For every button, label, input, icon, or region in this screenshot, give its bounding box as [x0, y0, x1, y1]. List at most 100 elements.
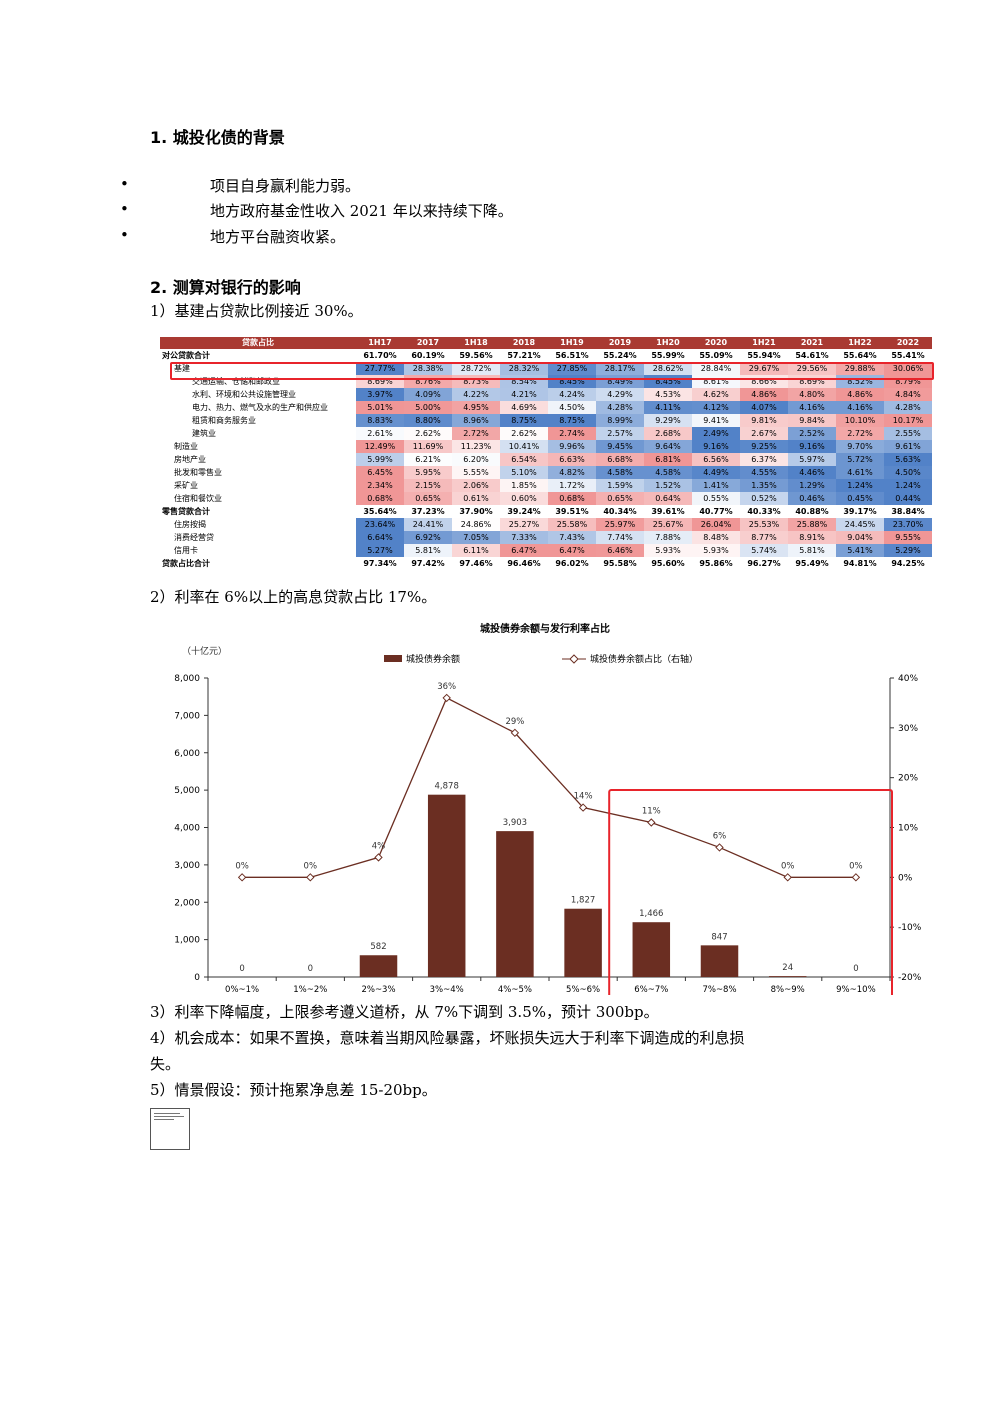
bullet-dot-icon: •: [120, 226, 129, 244]
table-header-cell: 2021: [788, 337, 836, 349]
table-cell: 38.84%: [891, 506, 925, 516]
table-cell: 1.24%: [836, 479, 884, 492]
table-cell: 2.74%: [548, 427, 596, 440]
loan-ratio-table: 贷款占比 1H17 2017 1H18 2018 1H19 2019 1H20 2020 1H21…: [160, 337, 932, 569]
line-marker: [510, 728, 520, 738]
table-cell: 95.60%: [651, 558, 685, 568]
y-tick-label-left: 4,000: [174, 824, 200, 834]
row-label: 房地产业: [174, 454, 206, 464]
section2-heading: 2. 测算对银行的影响: [150, 278, 301, 297]
table-cell: 8.83%: [356, 414, 404, 427]
table-cell: 6.56%: [692, 453, 740, 466]
table-cell: 9.25%: [740, 440, 788, 453]
table-cell: 5.81%: [404, 544, 452, 557]
row-label: 对公贷款合计: [162, 350, 210, 360]
table-cell: 4.07%: [740, 401, 788, 414]
table-row: 批发和零售业 6.45% 5.95% 5.55% 5.10% 4.82% 4.58% 4.58…: [160, 466, 932, 479]
table-cell: 8.91%: [788, 531, 836, 544]
table-cell: 4.16%: [836, 401, 884, 414]
table-cell: 5.74%: [740, 544, 788, 557]
table-cell: 4.16%: [788, 401, 836, 414]
table-cell: 40.34%: [603, 506, 637, 516]
table-cell: 2.15%: [404, 479, 452, 492]
table-cell: 96.02%: [555, 558, 589, 568]
bar-data-label: 1,466: [639, 909, 663, 919]
y-tick-label-right: 30%: [898, 724, 918, 734]
table-cell: 39.61%: [651, 506, 685, 516]
table-row: 消费经营贷 6.64% 6.92% 7.05% 7.33% 7.43% 7.74% 7.88%…: [160, 531, 932, 544]
table-row: 电力、热力、燃气及水的生产和供应业 5.01% 5.00% 4.95% 4.69% 4.5…: [160, 401, 932, 414]
table-cell: 8.80%: [404, 414, 452, 427]
bullet-text: 地方政府基金性收入 2021 年以来持续下降。: [210, 202, 513, 220]
table-cell: 4.58%: [596, 466, 644, 479]
table-cell: 60.19%: [411, 350, 445, 360]
row-label: 采矿业: [174, 480, 198, 490]
table-cell: 54.61%: [795, 350, 829, 360]
bar-data-label: 0: [853, 964, 858, 974]
table-cell: 1.35%: [740, 479, 788, 492]
table-cell: 8.99%: [596, 414, 644, 427]
line-marker: [237, 873, 247, 882]
table-cell: 10.10%: [836, 414, 884, 427]
table-row: 住房按揭 23.64% 24.41% 24.86% 25.27% 25.58% 25.97%…: [160, 518, 932, 531]
table-cell: 6.45%: [356, 466, 404, 479]
x-tick-label: 9%~10%: [836, 985, 876, 995]
row-label: 租赁和商务服务业: [192, 415, 256, 425]
bullet-text: 项目自身赢利能力弱。: [210, 177, 361, 195]
paragraph: 5）情景假设：预计拖累净息差 15-20bp。: [150, 1081, 437, 1099]
x-tick-label: 4%~5%: [498, 985, 532, 995]
table-cell: 40.88%: [795, 506, 829, 516]
x-tick-label: 3%~4%: [430, 985, 464, 995]
table-cell: 2.62%: [500, 427, 548, 440]
table-header-cell: 2018: [500, 337, 548, 349]
table-cell: 0.52%: [740, 492, 788, 505]
loan-table: 贷款占比 1H17 2017 1H18 2018 1H19 2019 1H20 2020 1H21…: [160, 337, 932, 570]
table-cell: 7.88%: [644, 531, 692, 544]
table-cell: 9.61%: [884, 440, 932, 453]
table-row: 制造业 12.49% 11.69% 11.23% 10.41% 9.96% 9.45% 9.6…: [160, 440, 932, 453]
table-cell: 9.45%: [596, 440, 644, 453]
table-cell: 2.34%: [356, 479, 404, 492]
bar: [768, 976, 807, 977]
bullet-text: 地方平台融资收紧。: [210, 228, 346, 246]
table-cell: 6.37%: [740, 453, 788, 466]
bar: [564, 908, 602, 977]
table-header-cell: 2017: [404, 337, 452, 349]
bullet-dot-icon: •: [120, 200, 129, 218]
table-cell: 0.44%: [884, 492, 932, 505]
table-cell: 9.64%: [644, 440, 692, 453]
table-cell: 4.21%: [500, 388, 548, 401]
table-cell: 10.17%: [884, 414, 932, 427]
highlight-box-high-rate: [608, 789, 893, 995]
table-cell: 0.45%: [836, 492, 884, 505]
table-header-cell: 1H22: [836, 337, 884, 349]
bond-rate-chart: 城投债券余额与发行利率占比 （十亿元） 城投债券余额 城投债券余额占比（右轴） 0 1,0…: [174, 622, 922, 995]
row-label: 基建: [174, 363, 190, 373]
table-cell: 1.29%: [788, 479, 836, 492]
line-series: [242, 697, 856, 878]
row-label: 信用卡: [174, 545, 198, 555]
table-cell: 4.55%: [740, 466, 788, 479]
table-cell: 97.42%: [411, 558, 445, 568]
table-cell: 4.28%: [596, 401, 644, 414]
table-cell: 5.81%: [788, 544, 836, 557]
y-tick-label-right: -20%: [898, 973, 922, 983]
table-cell: 2.72%: [452, 427, 500, 440]
table-cell: 11.23%: [452, 440, 500, 453]
table-cell: 4.22%: [452, 388, 500, 401]
table-cell: 29.56%: [788, 362, 836, 375]
y-tick-label-left: 0: [194, 973, 200, 983]
table-cell: 4.58%: [644, 466, 692, 479]
table-cell: 4.95%: [452, 401, 500, 414]
y-tick-label-right: 20%: [898, 774, 918, 784]
x-tick-label: 1%~2%: [293, 985, 327, 995]
table-cell: 9.70%: [836, 440, 884, 453]
table-cell: 8.96%: [452, 414, 500, 427]
bullet-dot-icon: •: [120, 175, 129, 193]
table-header-cell: 2022: [884, 337, 932, 349]
table-cell: 56.51%: [555, 350, 589, 360]
table-cell: 4.84%: [884, 388, 932, 401]
table-cell: 6.20%: [452, 453, 500, 466]
table-cell: 25.27%: [500, 518, 548, 531]
table-cell: 7.33%: [500, 531, 548, 544]
